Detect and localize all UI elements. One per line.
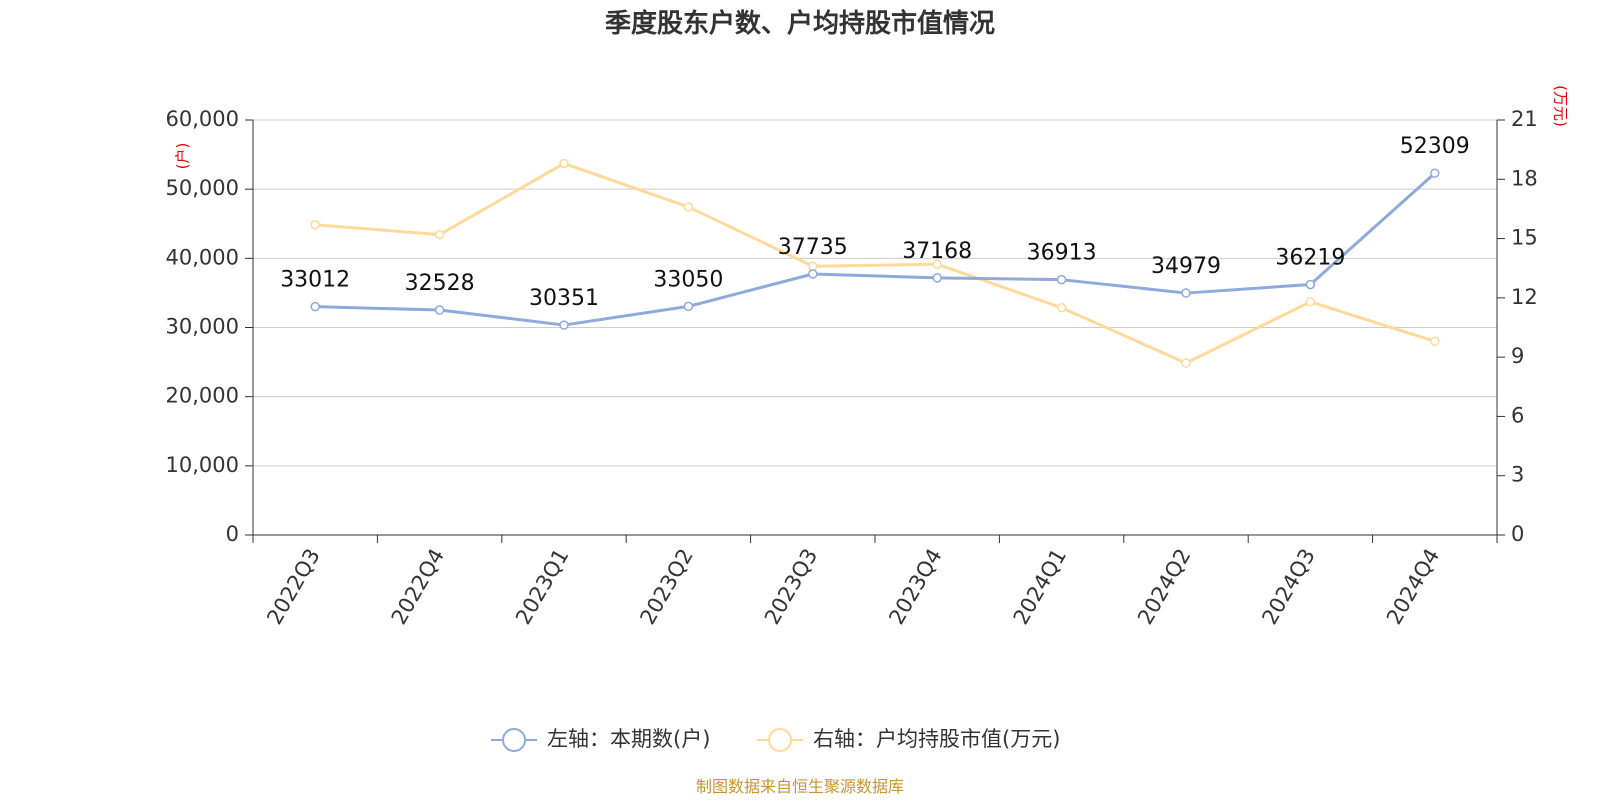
left-series-point xyxy=(310,301,320,312)
x-axis-tick-label: 2024Q3 xyxy=(1257,545,1319,629)
source-note: 制图数据来自恒生聚源数据库 xyxy=(696,777,904,796)
x-axis-tick-label: 2022Q3 xyxy=(262,545,324,629)
left-axis-unit: (户) xyxy=(174,143,192,170)
right-series-line xyxy=(315,161,1436,365)
left-series-point xyxy=(683,301,694,312)
right-series-point xyxy=(932,259,942,270)
right-series-point xyxy=(808,261,818,271)
right-series-point xyxy=(1181,358,1191,368)
right-series-point xyxy=(1430,336,1440,347)
axes: 010,00020,00030,00040,00050,00060,000036… xyxy=(166,107,1538,629)
left-series-point xyxy=(434,305,445,315)
right-series-point xyxy=(310,219,320,230)
right-axis-tick-label: 6 xyxy=(1511,403,1524,427)
right-axis-tick-label: 3 xyxy=(1511,463,1524,487)
left-series-point xyxy=(1181,288,1191,298)
legend-item-right-axis[interactable]: 右轴：户均持股市值(万元) xyxy=(757,727,1060,752)
right-series-point xyxy=(1305,297,1316,307)
left-series-point xyxy=(1056,274,1067,285)
legend-circle-icon xyxy=(768,728,792,752)
left-axis-tick-label: 60,000 xyxy=(166,107,239,131)
chart-title: 季度股东户数、户均持股市值情况 xyxy=(605,8,995,39)
right-series-point xyxy=(683,202,694,212)
left-axis-tick-label: 40,000 xyxy=(166,245,239,269)
data-label: 30351 xyxy=(529,286,599,311)
grid-lines xyxy=(253,119,1497,467)
right-series-point xyxy=(559,158,569,169)
x-axis-tick-label: 2024Q1 xyxy=(1009,545,1071,629)
right-axis-tick-label: 18 xyxy=(1511,166,1538,190)
data-labels: 33012 32528 30351 33050 37735 37168 36913 34979… xyxy=(280,134,1470,311)
data-label: 37735 xyxy=(778,235,848,260)
legend[interactable]: 左轴：本期数(户) 右轴：户均持股市值(万元) xyxy=(491,727,1060,752)
x-axis-tick-label: 2022Q4 xyxy=(387,545,449,629)
x-axis-tick-label: 2023Q2 xyxy=(635,545,697,629)
data-label: 33050 xyxy=(653,267,723,292)
series-layer xyxy=(310,158,1440,368)
left-series-point xyxy=(559,320,569,330)
data-label: 36913 xyxy=(1027,241,1097,266)
data-label: 32528 xyxy=(405,271,475,296)
left-axis-tick-label: 30,000 xyxy=(166,315,239,339)
legend-label: 右轴：户均持股市值(万元) xyxy=(813,727,1060,751)
x-axis-tick-label: 2023Q3 xyxy=(760,545,822,629)
legend-circle-icon xyxy=(502,728,526,752)
data-label: 52309 xyxy=(1400,134,1470,159)
data-label: 37168 xyxy=(902,239,972,264)
left-axis-tick-label: 0 xyxy=(226,522,239,546)
left-axis-tick-label: 10,000 xyxy=(166,453,239,477)
x-axis-tick-label: 2023Q4 xyxy=(884,545,946,629)
right-series-point xyxy=(434,229,445,240)
left-series-point xyxy=(1305,279,1316,290)
x-axis-tick-label: 2024Q2 xyxy=(1133,545,1195,629)
right-axis-tick-label: 12 xyxy=(1511,285,1538,309)
left-series-point xyxy=(932,273,942,283)
legend-label: 左轴：本期数(户) xyxy=(547,727,710,751)
right-series-point xyxy=(1056,302,1067,313)
right-axis-tick-label: 0 xyxy=(1511,522,1524,546)
data-label: 34979 xyxy=(1151,254,1221,279)
right-axis-tick-label: 15 xyxy=(1511,226,1538,250)
right-axis-tick-label: 9 xyxy=(1511,344,1524,368)
x-axis-tick-label: 2024Q4 xyxy=(1382,545,1444,629)
data-label: 33012 xyxy=(280,268,350,293)
right-axis-tick-label: 21 xyxy=(1511,107,1538,131)
left-series-line xyxy=(315,172,1436,327)
left-axis-tick-label: 20,000 xyxy=(166,384,239,408)
right-axis-unit: (万元) xyxy=(1552,85,1570,127)
data-label: 36219 xyxy=(1275,245,1345,270)
left-series-point xyxy=(808,269,818,279)
left-series-point xyxy=(1430,168,1440,178)
x-axis-tick-label: 2023Q1 xyxy=(511,545,573,629)
legend-item-left-axis[interactable]: 左轴：本期数(户) xyxy=(491,727,710,752)
left-axis-tick-label: 50,000 xyxy=(166,176,239,200)
